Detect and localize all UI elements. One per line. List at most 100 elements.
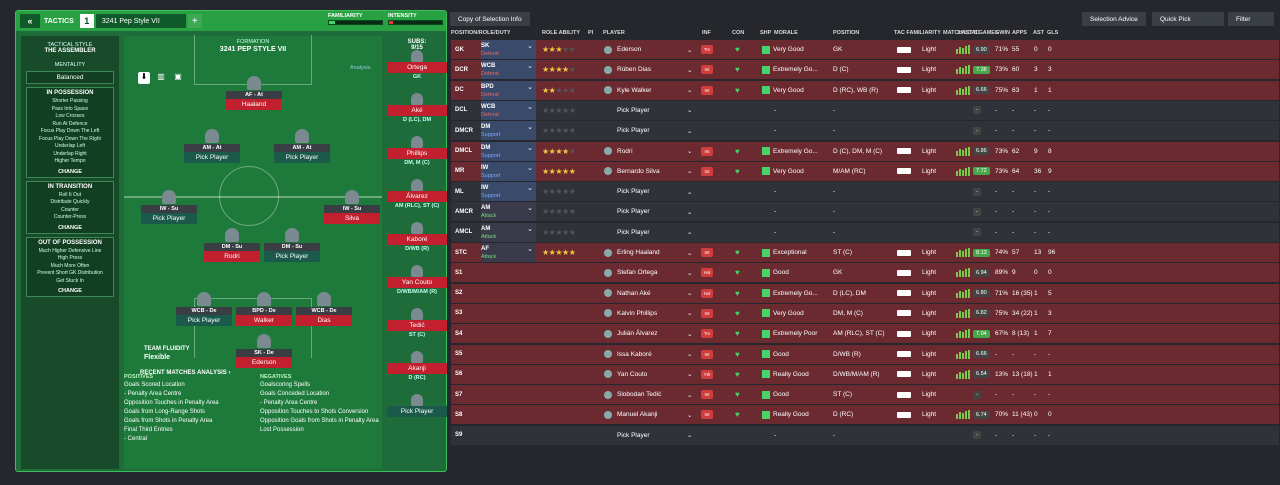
player-slot[interactable]: DM - Su Rodri — [204, 228, 260, 262]
chevron-down-icon[interactable]: ⌄ — [687, 229, 693, 237]
player-name[interactable]: Rodri — [204, 251, 260, 262]
sub-slot[interactable]: Tedić ST (C) — [387, 308, 447, 338]
formation-select[interactable]: 3241 PEP STYLE VII — [219, 46, 287, 53]
role-duty-select[interactable]: BPD Defend ⌄ — [481, 80, 536, 100]
player-slot[interactable]: SK - De Ederson — [236, 334, 292, 368]
player-name[interactable]: Slobodan Tedić — [617, 391, 662, 399]
table-row[interactable]: DCR WCB Defend ⌄ ★★★★ ★ Rúben Dias ⌄ Int ♥ Extreme… — [451, 60, 1279, 80]
role-duty-select[interactable]: DM Support ⌄ — [481, 121, 536, 141]
chevron-down-icon[interactable]: ⌄ — [687, 310, 693, 318]
role-duty-select[interactable]: WCB Defend ⌄ — [481, 60, 536, 80]
role-duty-select[interactable]: IW Support ⌄ — [481, 161, 536, 181]
sub-name[interactable]: Akanji — [387, 363, 447, 374]
table-row[interactable]: S5 Issa Kaboré ⌄ Int ♥ Good D/WB (R) Light 6.66-… — [451, 344, 1279, 364]
chevron-down-icon[interactable]: ⌄ — [687, 66, 693, 74]
download-icon[interactable]: ⬇ — [138, 72, 150, 84]
player-name[interactable]: Pick Player — [141, 213, 197, 224]
player-name[interactable]: Julián Álvarez — [617, 330, 658, 338]
chevron-down-icon[interactable]: ⌄ — [687, 87, 693, 95]
sub-name[interactable]: Tedić — [387, 320, 447, 331]
quick-pick-button[interactable]: Quick Pick — [1152, 12, 1224, 26]
sub-name[interactable]: Yan Couto — [387, 277, 447, 288]
player-name[interactable]: Haaland — [226, 99, 282, 110]
player-name[interactable]: Silva — [324, 213, 380, 224]
table-row[interactable]: S8 Manuel Akanji ⌄ Int ♥ Really Good D (RC) Lig… — [451, 405, 1279, 425]
table-row[interactable]: ML IW Support ⌄ ★★★★★ Pick Player ⌄ - - - - - - - — [451, 182, 1279, 202]
chevron-down-icon[interactable]: ⌄ — [687, 168, 693, 176]
player-slot[interactable]: WCB - De Dias — [296, 292, 352, 326]
chevron-down-icon[interactable]: ⌄ — [687, 148, 693, 155]
player-name[interactable]: Kyle Walker — [617, 86, 652, 94]
player-slot[interactable]: AM - At Pick Player — [184, 129, 240, 163]
player-name[interactable]: Pick Player — [617, 431, 650, 439]
table-row[interactable]: GK SK Defend ⌄ ★★★ ★★ Ederson ⌄ Trv ♥ Very Good GK L… — [451, 40, 1279, 59]
chevron-down-icon[interactable]: ⌄ — [687, 432, 693, 440]
player-name[interactable]: Kalvin Phillips — [617, 309, 658, 317]
player-name[interactable]: Ederson — [236, 357, 292, 368]
tactic-name-select[interactable]: 3241 Pep Style VII — [95, 14, 186, 28]
player-name[interactable]: Ederson — [617, 46, 642, 53]
role-duty-select[interactable]: WCB Defend ⌄ — [481, 100, 536, 120]
player-slot[interactable]: BPD - De Walker — [236, 292, 292, 326]
player-name[interactable]: Stefan Ortega — [617, 269, 658, 277]
table-row[interactable]: AMCL AM Attack ⌄ ★★★★★ Pick Player ⌄ - - - - - - - — [451, 222, 1279, 242]
sub-name[interactable]: Kaboré — [387, 234, 447, 245]
add-tactic-button[interactable]: + — [187, 14, 202, 28]
tactic-slot[interactable]: 1 — [79, 14, 94, 28]
sub-name[interactable]: Phillips — [387, 148, 447, 159]
chevron-down-icon[interactable]: ⌄ — [687, 249, 693, 257]
table-row[interactable]: MR IW Support ⌄ ★★★★★ Bernardo Silva ⌄ Int ♥ Very… — [451, 161, 1279, 181]
role-duty-select[interactable]: SK Defend ⌄ — [481, 40, 536, 59]
col-inf[interactable]: INF — [702, 30, 711, 36]
col-tac[interactable]: TAC FAMILIARITY — [894, 30, 941, 36]
player-name[interactable]: Bernardo Silva — [617, 167, 660, 175]
table-row[interactable]: S2 Nathan Aké ⌄ Hol ♥ Extremely Go... D (LC), … — [451, 283, 1279, 303]
player-slot[interactable]: AM - At Pick Player — [274, 129, 330, 163]
player-name[interactable]: Pick Player — [184, 152, 240, 163]
role-duty-select[interactable]: AF Attack ⌄ — [481, 243, 536, 262]
recent-matches-link[interactable]: RECENT MATCHES ANALYSIS › — [140, 370, 231, 376]
player-name[interactable]: Pick Player — [274, 152, 330, 163]
player-name[interactable]: Nathan Aké — [617, 289, 651, 297]
table-row[interactable]: DC BPD Defend ⌄ ★★ ★★★ Kyle Walker ⌄ Int ♥ Very Go… — [451, 80, 1279, 100]
col-player[interactable]: PLAYER — [603, 30, 625, 36]
col-match-load[interactable]: MATCH LOAD — [943, 30, 980, 36]
selection-advice-button[interactable]: Selection Advice — [1082, 12, 1146, 26]
col-role-ability[interactable]: ROLE ABILITY — [542, 30, 580, 36]
table-row[interactable]: DMCR DM Support ⌄ ★★★★★ Pick Player ⌄ - - - - - - - — [451, 121, 1279, 141]
chevron-down-icon[interactable]: ⌄ — [687, 411, 693, 419]
mentality-select[interactable]: Balanced — [26, 71, 114, 84]
player-name[interactable]: Pick Player — [176, 315, 232, 326]
col-morale[interactable]: MORALE — [774, 30, 798, 36]
col-apps[interactable]: APPS — [1012, 30, 1027, 36]
table-row[interactable]: AMCR AM Attack ⌄ ★★★★★ Pick Player ⌄ - - - - - - - — [451, 202, 1279, 222]
analysis-toggle[interactable]: Analysis — [350, 65, 371, 71]
col-shp[interactable]: SHP — [760, 30, 772, 36]
sub-slot[interactable]: Álvarez AM (RLC), ST (C) — [387, 179, 447, 209]
table-row[interactable]: S9 Pick Player ⌄ - - - - - - - — [451, 425, 1279, 445]
player-name[interactable]: Dias — [296, 315, 352, 326]
player-name[interactable]: Pick Player — [617, 106, 650, 114]
role-duty-select[interactable]: AM Attack ⌄ — [481, 222, 536, 242]
player-name[interactable]: Yan Couto — [617, 370, 648, 378]
chevron-down-icon[interactable]: ⌄ — [687, 46, 693, 54]
sub-slot[interactable]: Ortega GK — [387, 50, 447, 80]
player-name[interactable]: Walker — [236, 315, 292, 326]
chevron-down-icon[interactable]: ⌄ — [687, 371, 693, 379]
table-row[interactable]: STC AF Attack ⌄ ★★★★★ Erling Haaland ⌄ Int ♥ Exce… — [451, 243, 1279, 262]
sub-slot[interactable]: Yan Couto D/WB/M/AM (R) — [387, 265, 447, 295]
chevron-down-icon[interactable]: ⌄ — [687, 391, 693, 399]
sub-slot[interactable]: Pick Player — [387, 394, 447, 418]
sub-slot[interactable]: Phillips DM, M (C) — [387, 136, 447, 166]
sub-slot[interactable]: Kaboré D/WB (R) — [387, 222, 447, 252]
chevron-down-icon[interactable]: ⌄ — [687, 330, 693, 338]
copy-selection-select[interactable]: Copy of Selection Info — [450, 12, 530, 26]
player-name[interactable]: Erling Haaland — [617, 249, 660, 256]
sub-name[interactable]: Aké — [387, 105, 447, 116]
filter-button[interactable]: Filter — [1228, 12, 1274, 26]
col-pos[interactable]: POSITION/ROLE/DUTY — [451, 30, 511, 36]
chevron-down-icon[interactable]: ⌄ — [687, 107, 693, 115]
chevron-down-icon[interactable]: ⌄ — [687, 290, 693, 298]
chevron-down-icon[interactable]: ⌄ — [687, 351, 693, 358]
change-button[interactable]: CHANGE — [58, 168, 82, 175]
